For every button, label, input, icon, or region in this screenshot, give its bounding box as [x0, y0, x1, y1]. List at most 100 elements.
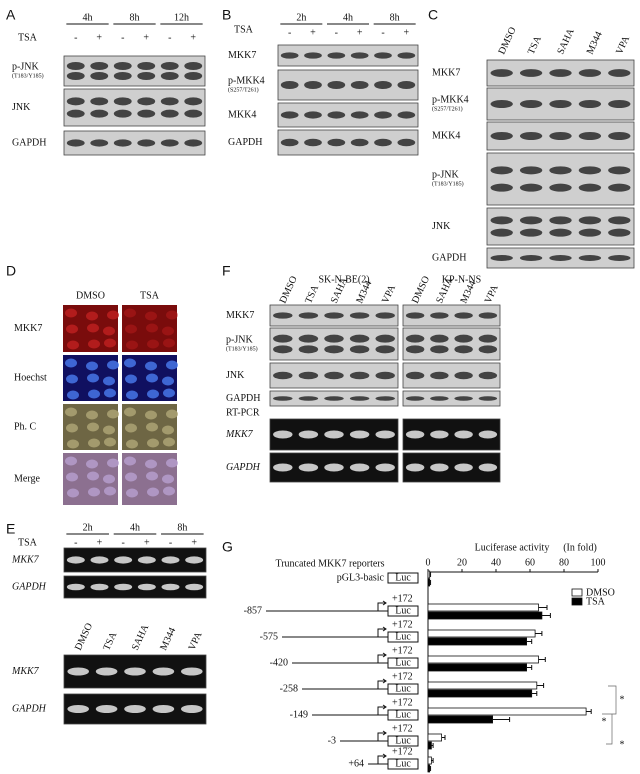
band — [397, 52, 416, 59]
cell — [88, 487, 100, 497]
band — [124, 705, 146, 713]
blot — [277, 44, 419, 67]
x-tick-label: 100 — [591, 557, 606, 568]
lane-label: SAHA — [130, 622, 152, 652]
construct-label: -149 — [290, 709, 308, 720]
reporter-label: Luc — [395, 683, 411, 694]
band — [90, 62, 109, 70]
blot — [486, 152, 635, 206]
band — [113, 62, 132, 70]
reporter-label: Luc — [395, 605, 411, 616]
band — [184, 139, 203, 147]
cell — [88, 339, 100, 349]
row-label: MKK7 — [432, 67, 460, 78]
lane-label: TSA — [303, 283, 321, 305]
row-label: p-MKK4 — [228, 75, 265, 86]
cell — [124, 358, 136, 368]
cell — [145, 311, 157, 321]
blot — [269, 327, 399, 361]
construct-label: -3 — [328, 735, 336, 746]
sign: + — [357, 27, 363, 38]
band — [90, 583, 109, 591]
band — [184, 109, 203, 118]
x-tick-label: 80 — [559, 557, 569, 568]
band — [578, 228, 602, 237]
panel-label: C — [428, 7, 438, 23]
bar — [427, 681, 538, 690]
cell — [67, 439, 79, 449]
bar — [427, 741, 432, 750]
band — [161, 583, 180, 591]
band — [478, 463, 498, 472]
cell — [67, 390, 79, 400]
band — [405, 345, 425, 354]
error-bar — [431, 758, 434, 763]
band — [454, 396, 473, 401]
band — [519, 69, 543, 77]
band — [490, 228, 513, 237]
band — [374, 52, 392, 59]
band — [66, 556, 85, 564]
band — [152, 705, 175, 713]
band — [375, 345, 395, 354]
band — [324, 371, 344, 380]
band — [454, 334, 473, 343]
error-bar — [541, 613, 551, 618]
band — [608, 166, 631, 175]
band — [298, 345, 319, 354]
error-bar — [526, 665, 533, 670]
band — [66, 97, 85, 106]
reporter-label: Luc — [395, 709, 411, 720]
time-label: 4h — [130, 522, 140, 533]
method-label: RT-PCR — [226, 407, 260, 418]
cell — [87, 323, 99, 333]
band — [549, 216, 572, 225]
time-label: 8h — [390, 12, 400, 23]
row-site: (S257/T261) — [432, 105, 463, 112]
sign: + — [96, 32, 102, 43]
cell — [145, 410, 157, 420]
band — [298, 371, 319, 380]
sign: - — [335, 27, 338, 38]
error-bar — [586, 709, 592, 714]
blot — [402, 327, 501, 361]
error-bar — [429, 766, 432, 771]
cell — [66, 374, 78, 384]
band — [405, 371, 425, 380]
error-bar — [429, 580, 432, 585]
band — [430, 312, 449, 319]
cell — [65, 407, 77, 417]
band — [478, 312, 498, 319]
lane-label: DMSO — [410, 274, 432, 305]
construct-label: +64 — [348, 758, 364, 769]
band — [184, 62, 203, 70]
tss-arrow — [377, 626, 387, 637]
x-tick-label: 40 — [491, 557, 501, 568]
cell — [126, 488, 138, 498]
bar — [427, 764, 431, 773]
band — [578, 132, 602, 140]
band — [298, 430, 319, 439]
band — [114, 556, 133, 564]
band — [430, 430, 449, 439]
band — [160, 72, 179, 80]
error-bar — [526, 639, 533, 644]
cell — [66, 324, 78, 334]
legend-swatch — [571, 597, 583, 606]
cell — [163, 437, 175, 447]
band — [160, 109, 179, 118]
treatment: TSA — [18, 32, 38, 43]
row-label: GAPDH — [12, 703, 47, 714]
band — [430, 371, 449, 380]
cell — [147, 389, 159, 399]
band — [160, 97, 179, 106]
bar — [427, 715, 493, 724]
cell — [125, 423, 137, 433]
band — [124, 667, 146, 676]
band — [375, 396, 395, 401]
band — [349, 430, 370, 439]
band — [490, 100, 513, 108]
band — [349, 345, 370, 354]
cell — [126, 340, 138, 350]
error-bar — [492, 717, 511, 722]
